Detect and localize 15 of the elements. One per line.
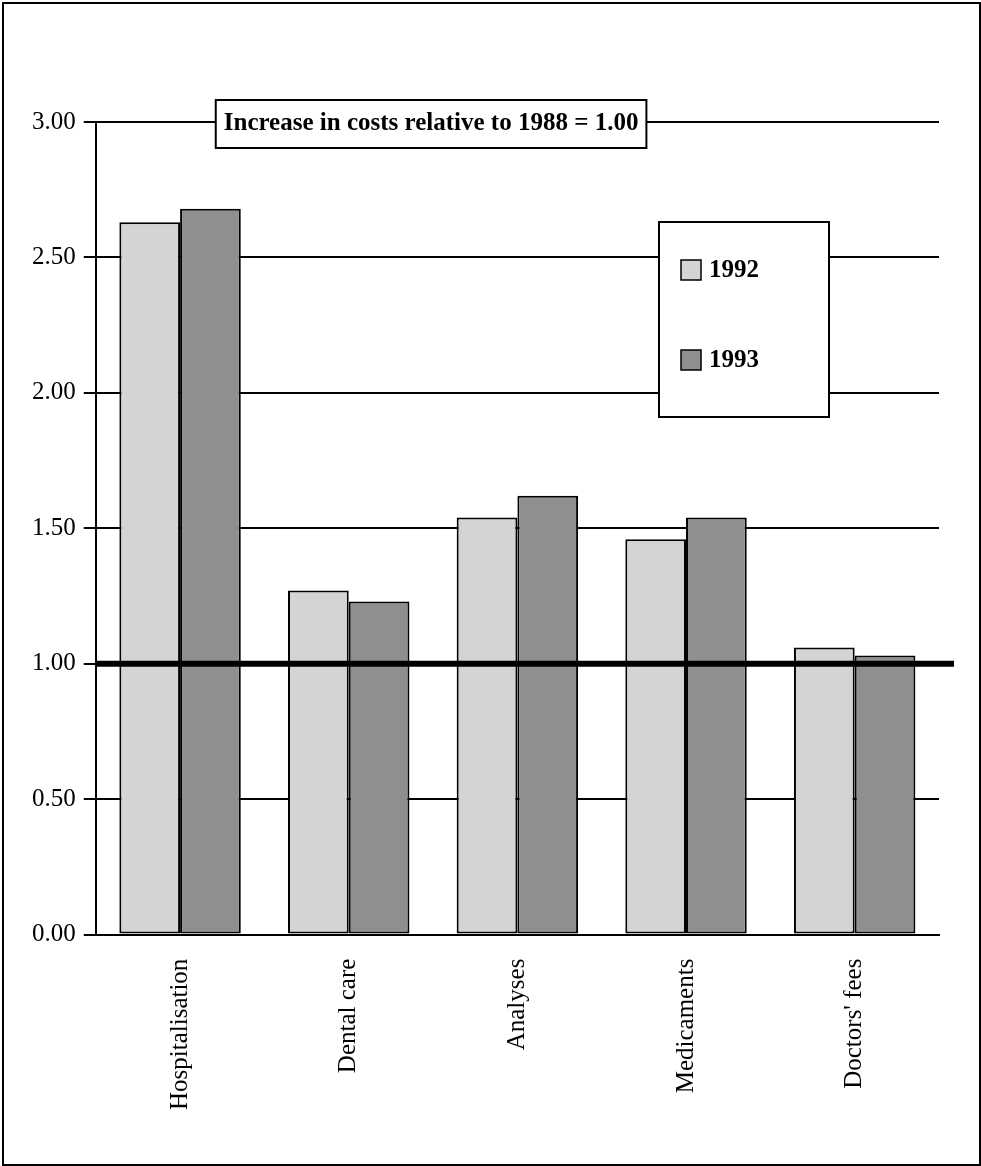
x-tick-label: Medicaments bbox=[670, 958, 698, 1094]
legend-label: 1992 bbox=[709, 255, 759, 283]
y-tick-label: 3.00 bbox=[32, 106, 76, 134]
y-tick-label: 2.50 bbox=[32, 242, 76, 269]
y-tick-label: 2.00 bbox=[32, 377, 76, 405]
y-tick-label: 1.50 bbox=[32, 512, 76, 540]
y-tick-label: 0.50 bbox=[32, 783, 76, 811]
y-tick-label: 0.00 bbox=[32, 919, 76, 947]
legend-label: 1993 bbox=[709, 345, 759, 373]
y-tick-label: 1.00 bbox=[32, 648, 76, 676]
x-tick-label: Analyses bbox=[501, 958, 529, 1051]
x-tick-label: Dental care bbox=[333, 958, 361, 1074]
x-tick-label: Doctors' fees bbox=[839, 958, 867, 1089]
chart-title: Increase in costs relative to 1988 = 1.00 bbox=[223, 108, 639, 136]
x-tick-label: Hospitalisation bbox=[164, 958, 192, 1111]
